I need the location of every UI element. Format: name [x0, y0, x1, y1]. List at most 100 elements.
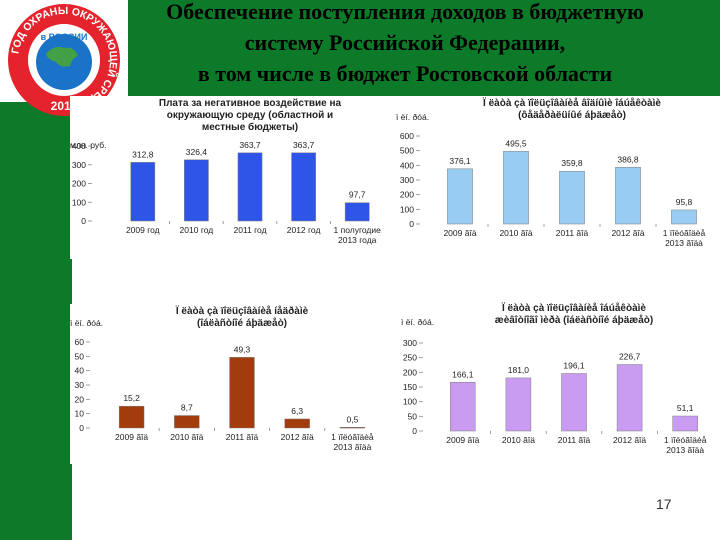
y-tick-label: 30 — [75, 380, 85, 390]
bar-value-label: 495,5 — [505, 138, 527, 148]
bar-value-label: 95,8 — [676, 197, 693, 207]
y-tick-label: 50 — [408, 411, 418, 421]
chart-svg: Плата за негативное воздействие наокружа… — [70, 98, 382, 245]
y-tick-label: 300 — [72, 160, 86, 170]
y-tick-label: 400 — [72, 141, 86, 151]
bar — [291, 152, 316, 222]
x-category-label: 2011 ãîä — [556, 228, 589, 238]
y-tick-label: 10 — [75, 409, 85, 419]
y-tick-label: 0 — [412, 426, 417, 436]
chart-title-line: Ï ëàòà çà ïîëüçîâàíèå âîäíûìè îáúåêòàìè — [482, 96, 661, 109]
x-category-label: 2010 ãîä — [502, 435, 535, 445]
bar-value-label: 15,2 — [123, 393, 140, 403]
bar-value-label: 226,7 — [619, 352, 641, 362]
bar-value-label: 51,1 — [677, 403, 694, 413]
bar-value-label: 196,1 — [563, 360, 585, 370]
chart-title-line: местные бюджеты) — [202, 121, 298, 133]
bar — [229, 357, 255, 429]
y-tick-label: 60 — [75, 337, 85, 347]
chart-title-line: (ôåäåðàëüíûé áþäæåò) — [518, 109, 626, 121]
bar — [130, 162, 156, 222]
slide-number: 17 — [656, 496, 672, 512]
x-category-label: 2012 ãîä — [281, 432, 314, 442]
y-axis-label: ì ëí. ðóá. — [401, 317, 434, 327]
y-tick-label: 100 — [400, 204, 414, 214]
x-category-label: 2013 года — [338, 235, 377, 245]
x-category-label: 2009 ãîä — [446, 435, 479, 445]
chart-title-line: окружающую среду (областной и — [167, 109, 333, 121]
bar — [339, 427, 366, 429]
y-tick-label: 250 — [403, 353, 417, 363]
bar-value-label: 97,7 — [349, 190, 366, 200]
bar-value-label: 363,7 — [239, 140, 261, 150]
y-tick-label: 100 — [72, 197, 86, 207]
bar-value-label: 326,4 — [186, 147, 208, 157]
eco-year-logo: ГОД ОХРАНЫ ОКРУЖАЮЩЕЙ СРЕДЫ в РОССИИ 201… — [8, 4, 120, 116]
bar — [174, 415, 200, 429]
bar-value-label: 49,3 — [234, 344, 251, 354]
bar — [615, 167, 641, 225]
bar-value-label: 359,8 — [561, 158, 583, 168]
bar — [559, 170, 585, 225]
y-tick-label: 400 — [400, 160, 414, 170]
x-category-label: 2011 год — [233, 225, 266, 235]
bar-value-label: 386,8 — [617, 154, 639, 164]
x-category-label: 2011 ãîä — [226, 432, 259, 442]
y-tick-label: 0 — [409, 219, 414, 229]
bar-value-label: 8,7 — [181, 403, 193, 413]
x-category-label: 1 полугодие — [334, 225, 382, 235]
chart-title-line: Ï ëàòà çà ïîëüçîâàíèå íåäðàìè — [175, 304, 309, 317]
bar — [671, 209, 697, 225]
bar — [447, 168, 473, 225]
chart-subsoil-use-fee: Ï ëàòà çà ïîëüçîâàíèå íåäðàìè (îáëàñòíîé … — [70, 304, 385, 464]
x-category-label: 2009 ãîä — [443, 228, 476, 238]
chart-title-line: æèâîòíîãî ìèðà (îáëàñòíîé áþäæåò) — [495, 314, 653, 326]
y-tick-label: 200 — [72, 179, 86, 189]
x-category-label: 2013 ãîäà — [333, 442, 371, 452]
y-tick-label: 150 — [403, 382, 417, 392]
bar — [237, 152, 263, 222]
chart-svg: Ï ëàòà çà ïîëüçîâàíèå îáúåêòàìèæèâîòíîãî… — [401, 301, 707, 455]
bar — [184, 159, 209, 222]
x-category-label: 1 ïîëóãîäèå — [664, 435, 707, 445]
bar — [344, 202, 370, 222]
bar-value-label: 0,5 — [346, 414, 358, 424]
green-top-band — [72, 0, 720, 96]
y-axis-label: млн. руб. — [70, 140, 106, 150]
bar — [503, 151, 529, 225]
chart-svg: Ï ëàòà çà ïîëüçîâàíèå âîäíûìè îáúåêòàìè(… — [396, 96, 706, 248]
y-tick-label: 0 — [81, 216, 86, 226]
chart-svg: Ï ëàòà çà ïîëüçîâàíèå íåäðàìè(îáëàñòíîé … — [70, 304, 374, 452]
title-line: в том числе в бюджет Ростовской области — [197, 61, 613, 86]
title-line: Обеспечение поступления доходов в бюджет… — [166, 0, 644, 24]
y-tick-label: 200 — [403, 367, 417, 377]
bar — [672, 415, 698, 432]
slide-title: Обеспечение поступления доходов в бюджет… — [90, 0, 720, 89]
x-category-label: 2009 год — [126, 225, 160, 235]
title-line: систему Российской Федерации, — [244, 30, 566, 55]
bar — [284, 418, 310, 429]
x-category-label: 2012 ãîä — [611, 228, 644, 238]
logo-center-text: в РОССИИ — [41, 32, 88, 42]
y-tick-label: 500 — [400, 146, 414, 156]
y-tick-label: 300 — [403, 338, 417, 348]
x-category-label: 2013 ãîäà — [666, 445, 704, 455]
y-tick-label: 600 — [400, 131, 414, 141]
x-category-label: 1 ïîëóãîäèå — [663, 228, 706, 238]
chart-title-line: Ï ëàòà çà ïîëüçîâàíèå îáúåêòàìè — [501, 301, 646, 314]
x-category-label: 1 ïîëóãîäèå — [331, 432, 374, 442]
x-category-label: 2012 ãîä — [613, 435, 646, 445]
y-tick-label: 200 — [400, 190, 414, 200]
chart-title-line: Плата за негативное воздействие на — [159, 98, 342, 109]
bar-value-label: 376,1 — [449, 156, 471, 166]
y-tick-label: 20 — [75, 394, 85, 404]
x-category-label: 2010 ãîä — [499, 228, 532, 238]
x-category-label: 2013 ãîäà — [665, 238, 703, 248]
y-tick-label: 0 — [79, 423, 84, 433]
chart-title-line: (îáëàñòíîé áþäæåò) — [197, 317, 287, 329]
bar-value-label: 6,3 — [291, 406, 303, 416]
bar-value-label: 166,1 — [452, 369, 474, 379]
bar — [561, 373, 587, 432]
x-category-label: 2012 год — [287, 225, 321, 235]
y-tick-label: 40 — [75, 366, 85, 376]
